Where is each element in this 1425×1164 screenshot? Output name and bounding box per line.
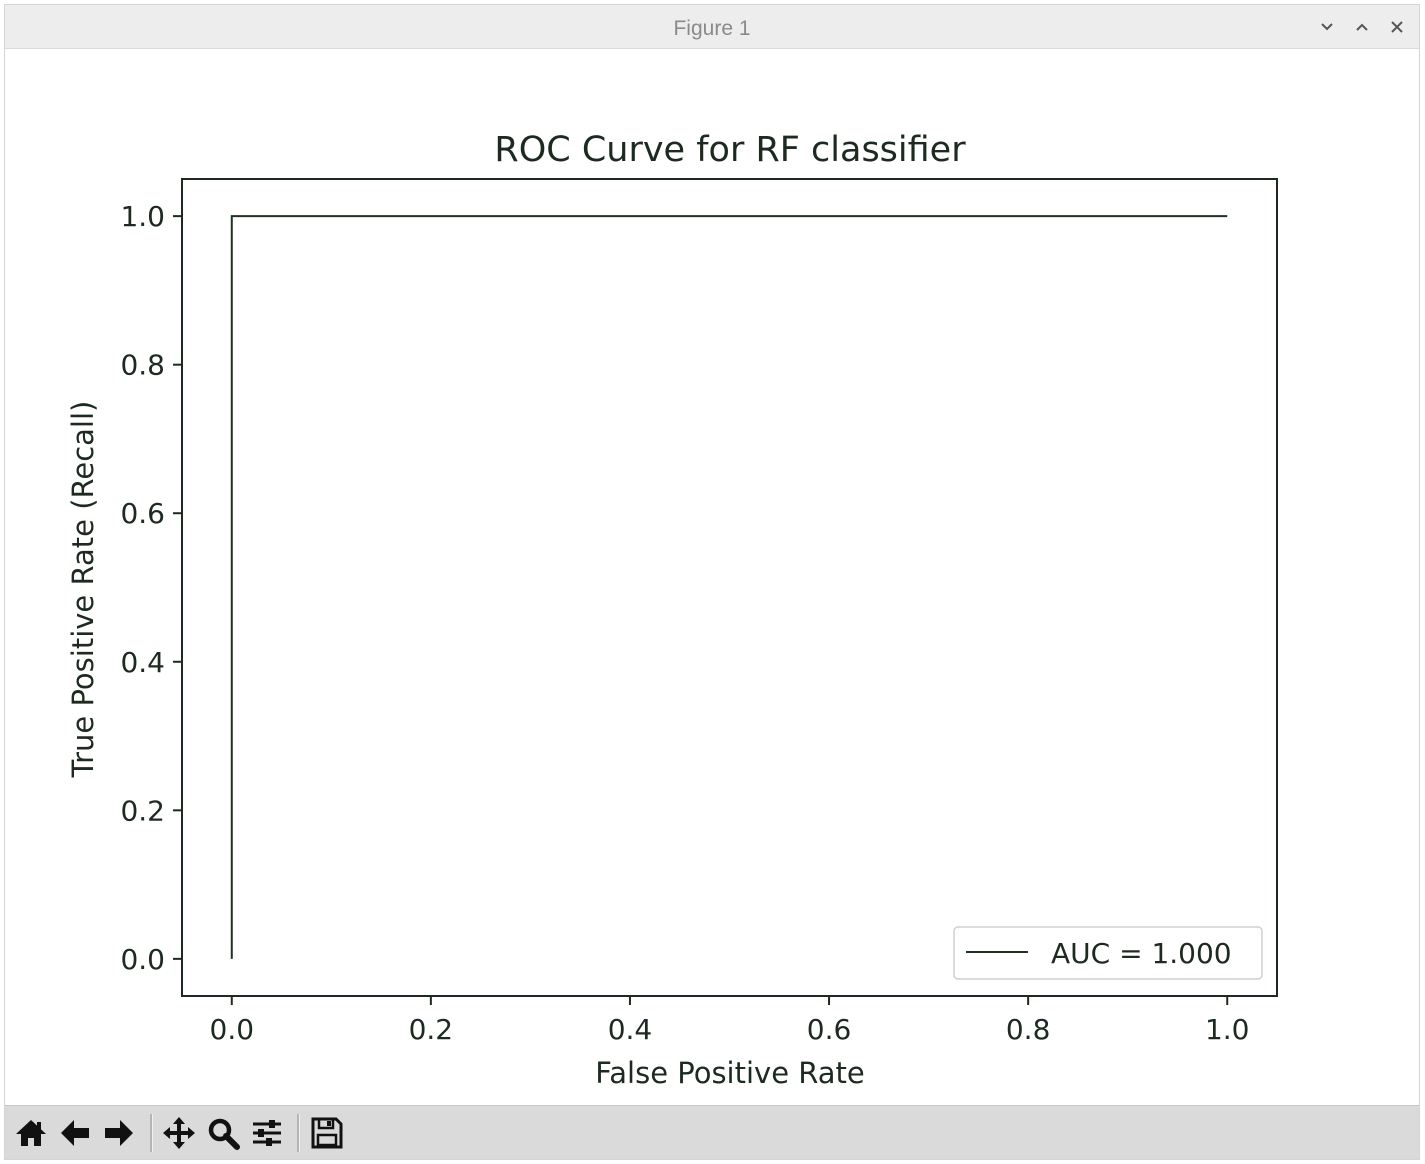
arrow-left-icon [61, 1120, 89, 1146]
sliders-icon [253, 1120, 281, 1146]
y-tick-label: 1.0 [120, 200, 165, 233]
pan-button[interactable] [159, 1113, 199, 1153]
y-tick-label: 0.2 [120, 794, 165, 827]
save-button[interactable] [307, 1113, 347, 1153]
y-tick-label: 0.6 [120, 497, 165, 530]
arrow-right-icon [105, 1120, 133, 1146]
configure-subplots-button[interactable] [247, 1113, 287, 1153]
navigation-toolbar [5, 1105, 1419, 1159]
legend-box [953, 926, 1263, 980]
close-icon [1391, 21, 1403, 33]
toolbar-separator [150, 1114, 153, 1152]
figure-canvas[interactable]: ROC Curve for RF classifier 0.0 0.2 0.4 0.6… [5, 49, 1419, 1107]
x-axis-ticks: 0.0 0.2 0.4 0.6 0.8 1.0 [210, 996, 1250, 1046]
floppy-disk-icon [311, 1117, 343, 1149]
x-tick-label: 0.2 [409, 1013, 454, 1046]
roc-chart: ROC Curve for RF classifier 0.0 0.2 0.4 0.6… [66, 130, 1278, 1090]
y-axis-ticks: 0.0 0.2 0.4 0.6 0.8 1.0 [120, 200, 182, 976]
toolbar-separator [297, 1114, 300, 1152]
roc-series-line [230, 215, 1228, 959]
forward-button[interactable] [99, 1113, 139, 1153]
x-tick-label: 1.0 [1205, 1013, 1250, 1046]
x-tick-label: 0.4 [608, 1013, 653, 1046]
legend-entry-label: AUC = 1.000 [1051, 937, 1232, 970]
move-icon [163, 1117, 195, 1149]
zoom-button[interactable] [203, 1113, 243, 1153]
y-axis-label: True Positive Rate (Recall) [66, 401, 100, 779]
home-button[interactable] [11, 1113, 51, 1153]
x-tick-label: 0.8 [1006, 1013, 1051, 1046]
figure-window: Figure 1 ROC Curve for RF classifier 0.0… [4, 4, 1420, 1160]
maximize-button[interactable] [1350, 15, 1374, 39]
y-tick-label: 0.4 [120, 646, 165, 679]
close-button[interactable] [1385, 15, 1409, 39]
back-button[interactable] [55, 1113, 95, 1153]
y-tick-label: 0.8 [120, 349, 165, 382]
x-axis-label: False Positive Rate [595, 1056, 865, 1090]
window-title: Figure 1 [673, 17, 751, 40]
home-icon [16, 1120, 46, 1146]
chart-title: ROC Curve for RF classifier [494, 130, 966, 170]
x-tick-label: 0.6 [807, 1013, 852, 1046]
chevron-up-icon [1356, 23, 1368, 31]
legend: AUC = 1.000 [953, 926, 1263, 980]
x-tick-label: 0.0 [210, 1013, 255, 1046]
title-bar[interactable]: Figure 1 [5, 5, 1419, 49]
magnifier-icon [208, 1118, 240, 1150]
y-tick-label: 0.0 [120, 943, 165, 976]
chevron-down-icon [1321, 23, 1333, 31]
axes-frame [181, 178, 1278, 997]
minimize-button[interactable] [1315, 15, 1339, 39]
